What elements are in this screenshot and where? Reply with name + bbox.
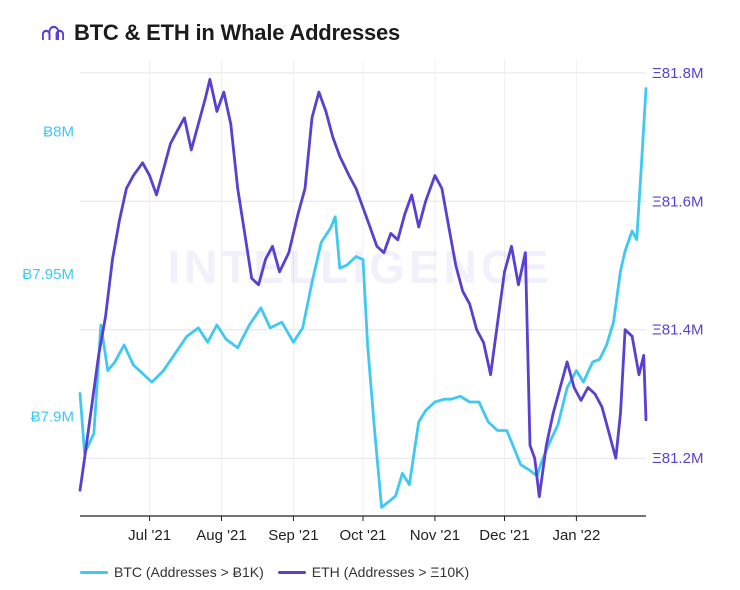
x-tick-label: Jul '21 — [128, 527, 171, 544]
watermark: INTELLIGENCE — [167, 241, 552, 293]
y-right-tick-label: Ξ81.8M — [652, 65, 703, 82]
y-left-tick-label: Ƀ7.95M — [22, 266, 74, 283]
brand-logo-icon — [40, 23, 66, 43]
x-tick-label: Sep '21 — [268, 527, 318, 544]
chart-header: BTC & ETH in Whale Addresses — [40, 18, 400, 48]
legend-label-eth: ETH (Addresses > Ξ10K) — [311, 564, 470, 580]
chart-title: BTC & ETH in Whale Addresses — [74, 20, 401, 45]
series-line-eth[interactable] — [78, 77, 648, 499]
y-right-tick-label: Ξ81.4M — [652, 322, 703, 339]
x-tick-label: Jan '22 — [552, 527, 600, 544]
x-tick-label: Nov '21 — [410, 527, 460, 544]
legend-swatch-btc — [80, 570, 108, 574]
y-left-tick-label: Ƀ8M — [43, 123, 74, 140]
x-tick-label: Dec '21 — [479, 527, 529, 544]
watermark-text: INTELLIGENCE — [167, 241, 552, 293]
y-left-tick-label: Ƀ7.9M — [31, 408, 74, 425]
chart-area: INTELLIGENCE Jul '21 Aug '21 Sep '21 Oct '2… — [22, 60, 703, 544]
x-tick-label: Aug '21 — [196, 527, 246, 544]
series-lines — [78, 77, 648, 509]
legend-item-eth[interactable]: ETH (Addresses > Ξ10K) — [277, 564, 470, 580]
x-tick-label: Oct '21 — [339, 527, 386, 544]
legend-item-btc[interactable]: BTC (Addresses > Ƀ1K) — [80, 564, 264, 580]
chart-legend: BTC (Addresses > Ƀ1K) ETH (Addresses > Ξ… — [80, 564, 483, 580]
axes: Jul '21 Aug '21 Sep '21 Oct '21 Nov '21 Dec '… — [22, 65, 703, 544]
legend-swatch-eth — [277, 570, 306, 574]
y-right-tick-label: Ξ81.2M — [652, 450, 703, 467]
grid-lines — [80, 60, 646, 516]
legend-label-btc: BTC (Addresses > Ƀ1K) — [114, 564, 264, 580]
y-right-tick-label: Ξ81.6M — [652, 193, 703, 210]
